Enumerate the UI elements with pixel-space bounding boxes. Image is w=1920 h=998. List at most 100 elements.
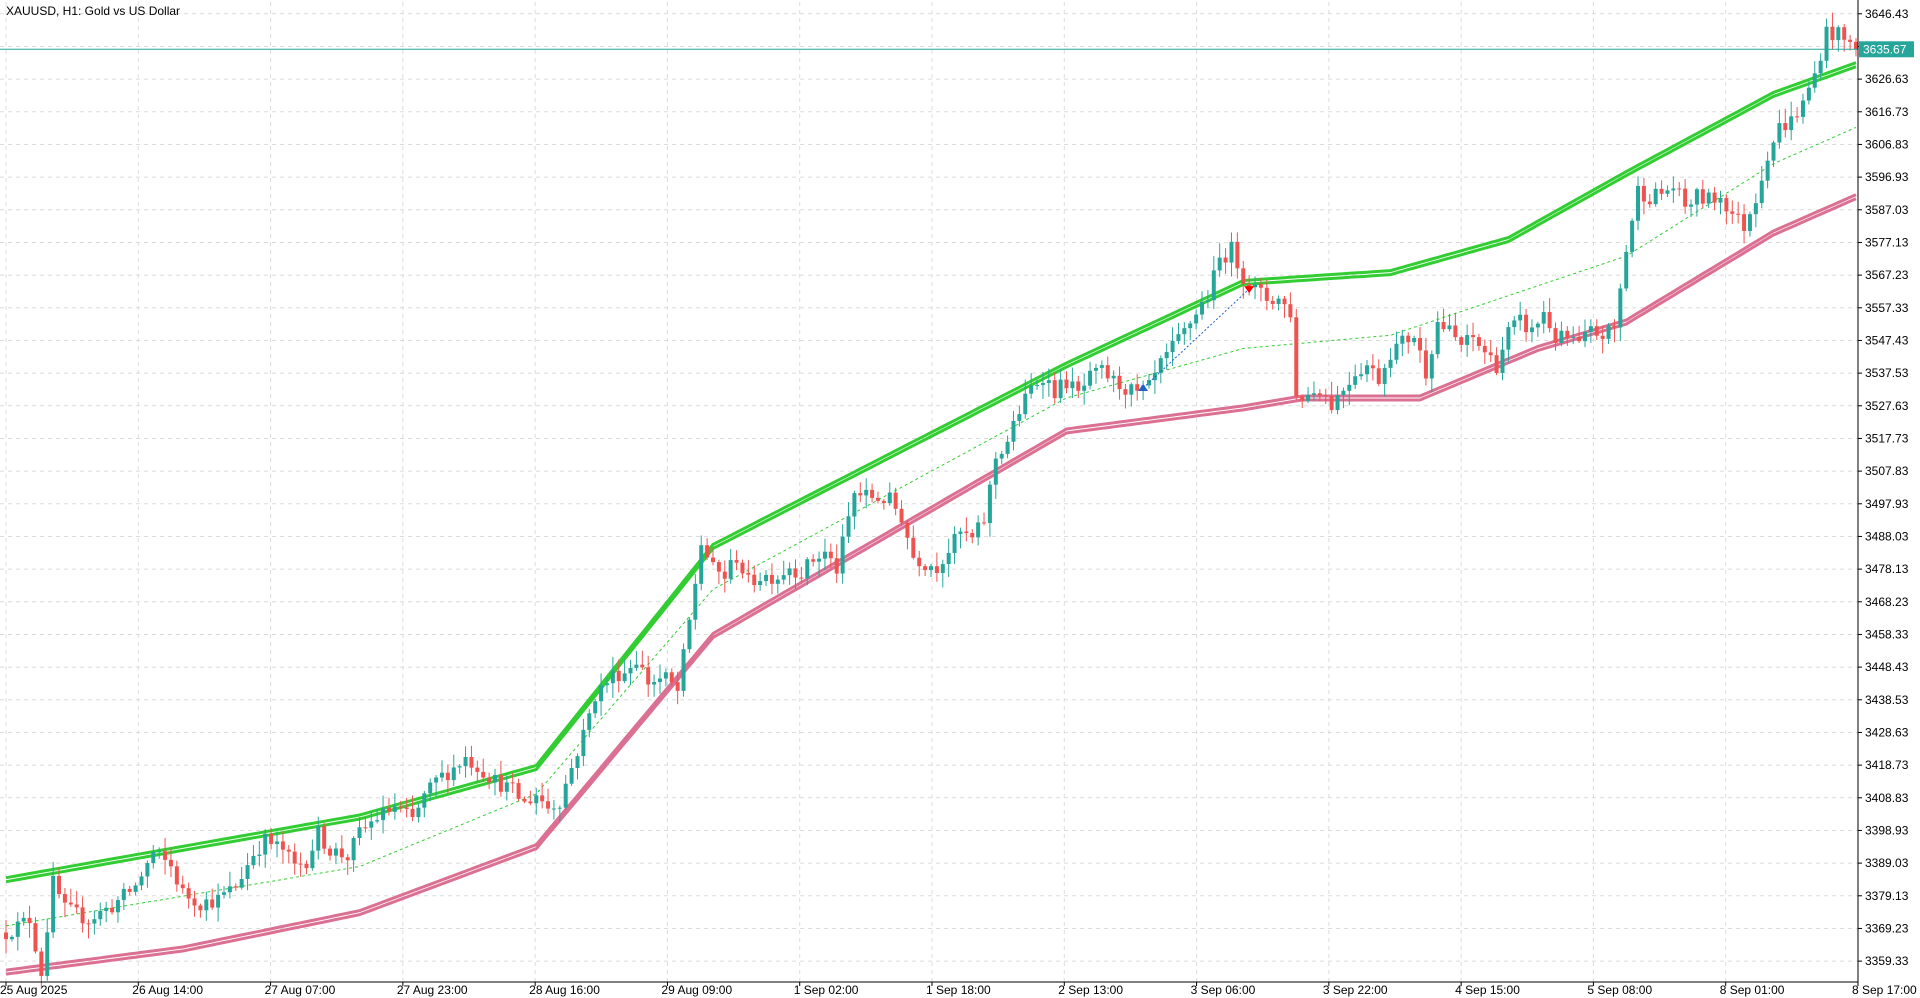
bull-candle [551,808,556,810]
bear-candle [640,664,645,668]
signals-layer [0,48,1858,392]
bear-candle [1453,325,1458,338]
bull-candle [1359,374,1364,377]
bull-candle [1194,314,1199,324]
bull-candle [699,545,704,584]
bull-candle [392,806,397,812]
bear-candle [1317,393,1322,396]
bear-candle [1854,41,1858,50]
bear-candle [1783,123,1788,131]
bear-candle [1830,26,1835,41]
x-tick-label: 8 Sep 17:00 [1852,983,1917,997]
bull-candle [1588,326,1593,332]
bear-candle [799,577,804,579]
bull-candle [1146,380,1151,386]
x-tick-label: 1 Sep 18:00 [926,983,991,997]
bear-candle [1117,375,1122,390]
bull-candle [1824,26,1829,61]
bull-candle [1188,323,1193,329]
x-tick-label: 5 Sep 08:00 [1587,983,1652,997]
bull-candle [557,807,562,809]
bull-candle [787,568,792,576]
bull-candle [1040,383,1045,385]
bear-candle [970,533,975,538]
bull-candle [245,865,250,880]
bull-candle [1671,188,1676,191]
y-tick-label: 3557.33 [1865,301,1909,315]
bull-candle [15,921,20,937]
bear-candle [469,756,474,768]
bull-candle [587,713,592,730]
bear-candle [1294,317,1299,397]
bull-candle [940,564,945,573]
current-price-label: 3635.67 [1863,42,1907,56]
bull-candle [622,673,627,682]
bull-candle [1777,123,1782,143]
bear-candle [298,863,303,865]
bull-candle [9,936,14,940]
bear-candle [1494,355,1499,374]
upper-band-line-outer [5,61,1857,880]
bull-candle [227,886,232,893]
bull-candle [1582,331,1587,342]
bear-candle [899,508,904,523]
bear-candle [1736,213,1741,215]
y-tick-label: 3596.93 [1865,170,1909,184]
bear-candle [1600,335,1605,339]
bull-candle [1694,189,1699,205]
bull-candle [439,772,444,778]
bear-candle [1064,379,1069,389]
bear-candle [1223,257,1228,263]
bear-candle [1524,314,1529,333]
bear-candle [27,917,32,924]
bear-candle [546,801,551,809]
x-tick-label: 27 Aug 23:00 [397,983,468,997]
bull-candle [1653,188,1658,205]
bull-candle [1335,395,1340,411]
bear-candle [1848,39,1853,42]
bear-candle [1076,381,1081,391]
bear-candle [1482,346,1487,353]
bear-candle [1553,328,1558,343]
y-tick-label: 3359.33 [1865,954,1909,968]
bear-candle [1471,335,1476,338]
bull-candle [1447,325,1452,330]
bear-candle [410,808,415,818]
bull-candle [958,531,963,534]
bull-candle [1306,394,1311,401]
bear-candle [616,670,621,682]
bull-candle [216,894,221,908]
bull-candle [1789,116,1794,131]
bear-candle [1406,335,1411,343]
bull-candle [422,793,427,808]
bear-candle [722,571,727,579]
bull-candle [1771,142,1776,161]
x-tick-label: 29 Aug 09:00 [661,983,732,997]
bull-candle [257,854,262,856]
bull-candle [1836,27,1841,41]
bull-candle [369,821,374,828]
bull-candle [929,566,933,571]
bull-candle [663,672,668,679]
bull-candle [1093,367,1098,371]
bull-candle [1529,327,1534,333]
bear-candle [1577,336,1582,342]
bear-candle [398,806,403,808]
y-tick-label: 3616.73 [1865,105,1909,119]
bear-candle [163,851,168,860]
bear-candle [646,667,651,685]
bull-candle [1347,384,1352,391]
bull-candle [852,493,857,517]
upper-band-line-inner [5,65,1857,884]
bull-candle [681,649,686,691]
x-tick-label: 1 Sep 02:00 [794,983,859,997]
y-tick-label: 3418.73 [1865,758,1909,772]
bull-candle [1353,376,1358,385]
bear-candle [769,574,774,584]
bear-candle [1659,188,1664,194]
bear-candle [57,875,62,895]
bear-candle [339,848,344,858]
